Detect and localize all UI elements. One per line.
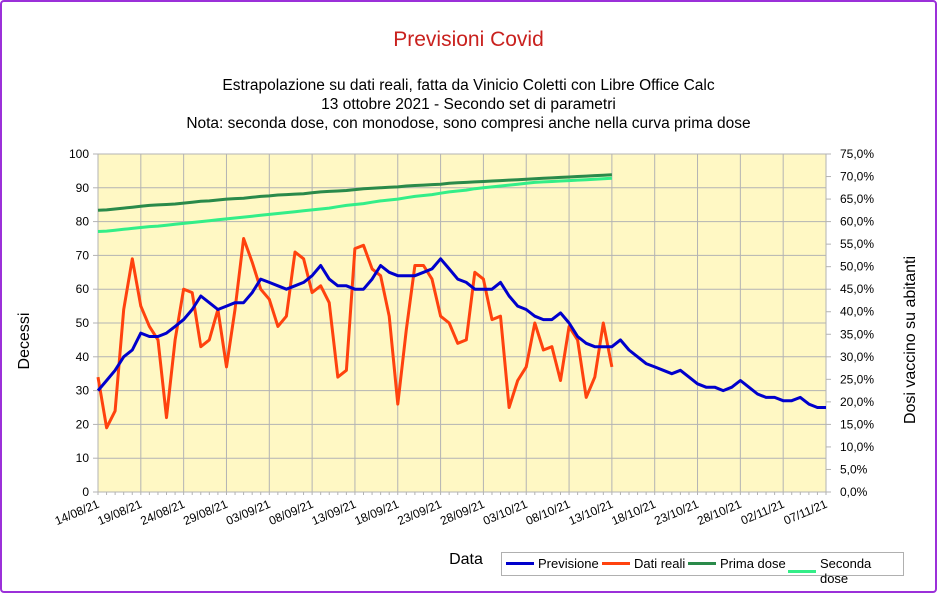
y2-tick-label: 75,0% <box>840 147 874 161</box>
y-tick-label: 70 <box>76 248 90 262</box>
subtitle-line-1: Estrapolazione su dati reali, fatta da V… <box>222 77 715 94</box>
x-tick-label: 18/10/21 <box>609 497 658 528</box>
legend-swatch-seconda-dose <box>788 569 816 573</box>
y2-tick-label: 45,0% <box>840 282 874 296</box>
series-line-seconda-dose <box>97 176 612 233</box>
legend-label-dati-reali: Dati reali <box>634 556 686 571</box>
legend-item-seconda-dose: Seconda dose <box>788 556 903 586</box>
y-tick-label: 10 <box>76 451 90 465</box>
x-tick-label: 23/10/21 <box>652 497 701 528</box>
y2-tick-label: 5,0% <box>840 462 868 476</box>
y2-tick-label: 25,0% <box>840 372 874 386</box>
series-line-dati-reali <box>96 237 614 430</box>
y-tick-label: 20 <box>76 417 90 431</box>
x-tick-label: 03/10/21 <box>481 497 530 528</box>
y2-tick-label: 50,0% <box>840 260 874 274</box>
y2-tick-label: 20,0% <box>840 395 874 409</box>
y-tick-label: 80 <box>76 215 90 229</box>
legend-swatch-dati-reali <box>602 562 630 565</box>
y2-tick-label: 70,0% <box>840 170 874 184</box>
x-tick-label: 08/10/21 <box>524 497 573 528</box>
y2-tick-label: 60,0% <box>840 215 874 229</box>
x-tick-label: 07/11/21 <box>782 497 830 528</box>
plot-border <box>97 153 827 493</box>
y2-tick-label: 0,0% <box>840 485 868 499</box>
y2-tick-label: 35,0% <box>840 327 874 341</box>
y2-tick-label: 40,0% <box>840 305 874 319</box>
legend-item-dati-reali: Dati reali <box>602 556 685 571</box>
subtitle-line-3: Nota: seconda dose, con monodose, sono c… <box>186 115 751 132</box>
x-tick-label: 02/11/21 <box>739 497 787 528</box>
y-tick-label: 30 <box>76 384 90 398</box>
legend-swatch-previsione <box>506 562 534 565</box>
x-tick-label: 18/09/21 <box>352 497 401 528</box>
legend-label-previsione: Previsione <box>538 556 599 571</box>
legend: Previsione Dati reali Prima dose Seconda… <box>501 552 904 586</box>
legend-label-seconda-dose: Seconda dose <box>819 556 872 586</box>
x-tick-label: 14/08/21 <box>53 497 102 528</box>
x-tick-label: 13/09/21 <box>310 497 359 528</box>
x-tick-label: 28/10/21 <box>695 497 744 528</box>
y-axis-label: Decessi <box>16 313 33 370</box>
y2-tick-label: 55,0% <box>840 237 874 251</box>
legend-swatch-prima-dose <box>688 562 716 565</box>
y-tick-label: 90 <box>76 181 90 195</box>
x-tick-label: 03/09/21 <box>224 497 273 528</box>
y-tick-label: 50 <box>76 316 90 330</box>
y2-tick-label: 65,0% <box>840 192 874 206</box>
x-tick-label: 23/09/21 <box>395 497 444 528</box>
y2-tick-label: 30,0% <box>840 350 874 364</box>
series-line-previsione <box>96 257 826 409</box>
y-tick-label: 60 <box>76 282 90 296</box>
legend-item-previsione: Previsione <box>506 556 599 571</box>
x-tick-label: 08/09/21 <box>267 497 316 528</box>
x-tick-label: 19/08/21 <box>96 497 145 528</box>
chart-title: Previsioni Covid <box>393 28 544 51</box>
series-layer <box>96 173 826 430</box>
y-tick-label: 40 <box>76 350 90 364</box>
y2-tick-label: 10,0% <box>840 440 874 454</box>
x-axis-label: Data <box>449 551 483 568</box>
y-tick-label: 0 <box>82 485 89 499</box>
x-tick-label: 24/08/21 <box>138 497 187 528</box>
y-tick-label: 100 <box>69 147 89 161</box>
series-line-prima-dose <box>97 173 612 212</box>
x-tick-label: 29/08/21 <box>181 497 230 528</box>
x-tick-label: 13/10/21 <box>567 497 616 528</box>
y2-axis-label: Dosi vaccino su abitanti <box>902 256 919 424</box>
legend-item-prima-dose: Prima dose <box>688 556 786 571</box>
x-tick-label: 28/09/21 <box>438 497 487 528</box>
legend-label-prima-dose: Prima dose <box>720 556 786 571</box>
subtitle-line-2: 13 ottobre 2021 - Secondo set di paramet… <box>321 96 616 113</box>
y2-tick-label: 15,0% <box>840 417 874 431</box>
